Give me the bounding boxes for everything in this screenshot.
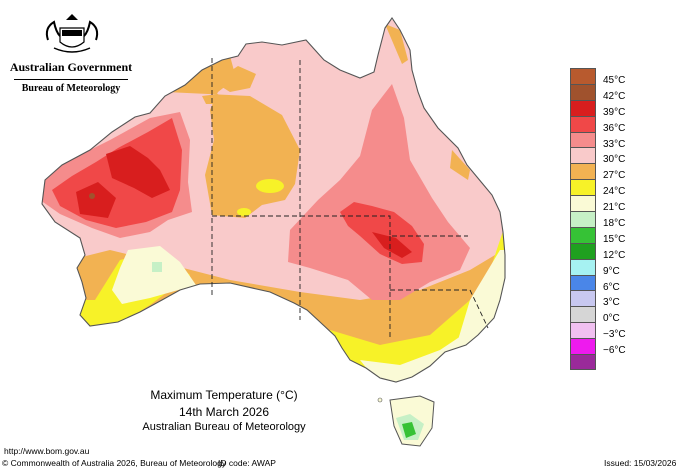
legend-label: 27°C [603,170,626,182]
map-title: Maximum Temperature (°C) [150,388,298,402]
legend-label: 3°C [603,297,620,309]
coat-of-arms-logo [45,14,99,53]
legend-swatch [570,195,596,212]
legend-label: −3°C [603,329,626,341]
legend-swatch [570,211,596,227]
legend-label: 42°C [603,90,626,102]
legend-swatch [570,338,596,355]
government-logo: Australian Government Bureau of Meteorol… [8,10,134,94]
legend-swatch [570,83,596,100]
footer-issued: Issued: 15/03/2026 [604,458,677,468]
legend-swatch [570,131,596,148]
logo-divider [14,79,128,80]
legend-label: 36°C [603,122,626,134]
legend-swatch [570,226,596,243]
legend-label: 15°C [603,233,626,245]
tasmania [377,395,435,447]
legend-label: 30°C [603,154,626,166]
legend-label: −6°C [603,345,626,357]
legend-swatch [570,115,596,132]
legend-label: 33°C [603,138,626,150]
legend-swatch [570,147,596,164]
legend-label: 21°C [603,202,626,214]
legend-swatch [570,163,596,180]
legend-label: 39°C [603,106,626,118]
legend-swatch [570,322,596,339]
legend-label: 24°C [603,186,626,198]
legend-label: 12°C [603,249,626,261]
footer-url[interactable]: http://www.bom.gov.au [4,446,90,456]
bureau-title: Bureau of Meteorology [21,83,121,94]
map-source: Australian Bureau of Meteorology [142,421,306,433]
legend-label: 6°C [603,281,620,293]
government-title: Australian Government [9,60,133,74]
map-date: 14th March 2026 [178,405,270,419]
footer-id-code: ID code: AWAP [218,458,276,468]
legend-label: 9°C [603,265,620,277]
legend-swatch [570,274,596,291]
legend-label: 45°C [603,75,626,86]
legend-swatch [570,99,596,116]
footer-copyright: © Commonwealth of Australia 2026, Bureau… [2,458,227,468]
legend-label: 18°C [603,218,626,230]
legend-swatch [570,354,596,370]
map-caption: Maximum Temperature (°C) 14th March 2026… [120,388,328,433]
legend-swatch [570,258,596,275]
legend-swatch [570,68,596,84]
legend-swatch [570,179,596,196]
legend-swatch [570,242,596,259]
legend-swatch [570,306,596,323]
legend-swatch [570,290,596,307]
legend-label: 0°C [603,313,620,325]
